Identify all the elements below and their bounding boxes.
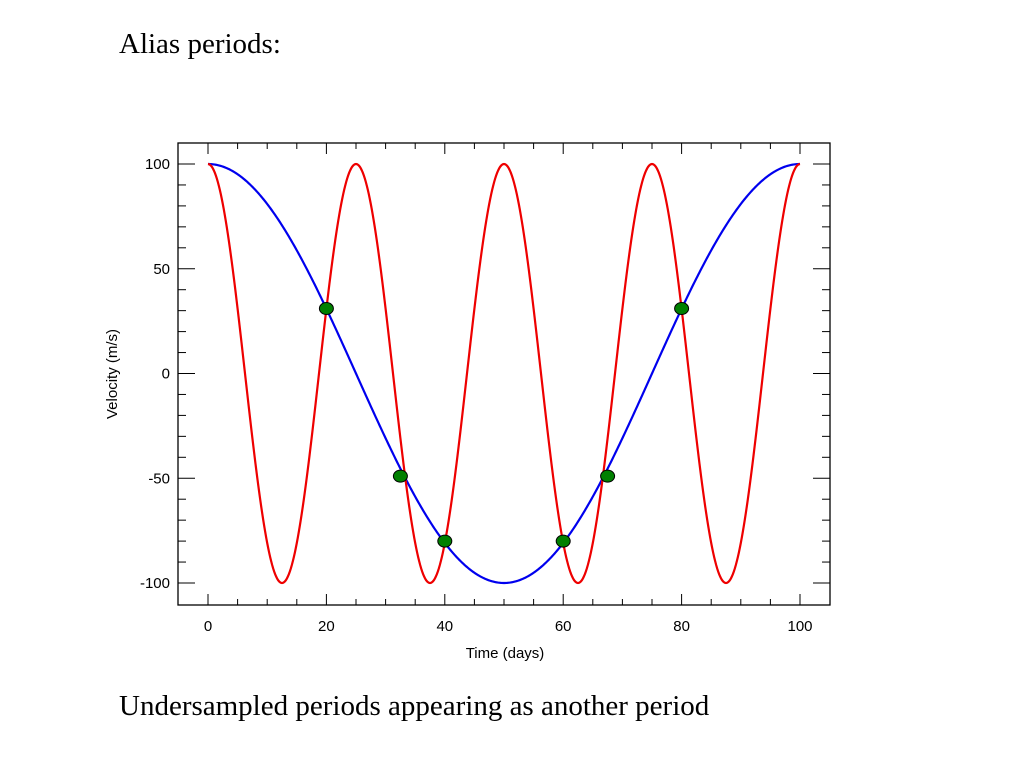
- slide-caption: Undersampled periods appearing as anothe…: [119, 690, 710, 722]
- sample-point: [674, 302, 690, 316]
- sample-point: [437, 534, 453, 548]
- y-tick-label: 0: [162, 366, 170, 383]
- x-axis-label: Time (days): [466, 645, 545, 662]
- series-line-blue: [207, 162, 801, 585]
- plot-frame: [177, 142, 831, 606]
- y-axis-label: Velocity (m/s): [104, 329, 121, 419]
- sample-point: [392, 469, 408, 483]
- sample-point: [600, 469, 616, 483]
- series-line-red: [207, 162, 801, 585]
- x-tick-label: 0: [204, 618, 212, 635]
- sample-point: [318, 302, 334, 316]
- slide-title: Alias periods:: [119, 28, 281, 60]
- y-tick-label: 50: [153, 261, 170, 278]
- y-tick-label: 100: [145, 156, 170, 173]
- y-tick-label: -50: [148, 470, 170, 487]
- x-tick-label: 60: [555, 618, 572, 635]
- x-tick-label: 80: [673, 618, 690, 635]
- sample-point: [555, 534, 571, 548]
- y-tick-label: -100: [140, 575, 170, 592]
- x-tick-label: 40: [436, 618, 453, 635]
- x-tick-label: 100: [787, 618, 812, 635]
- x-tick-label: 20: [318, 618, 335, 635]
